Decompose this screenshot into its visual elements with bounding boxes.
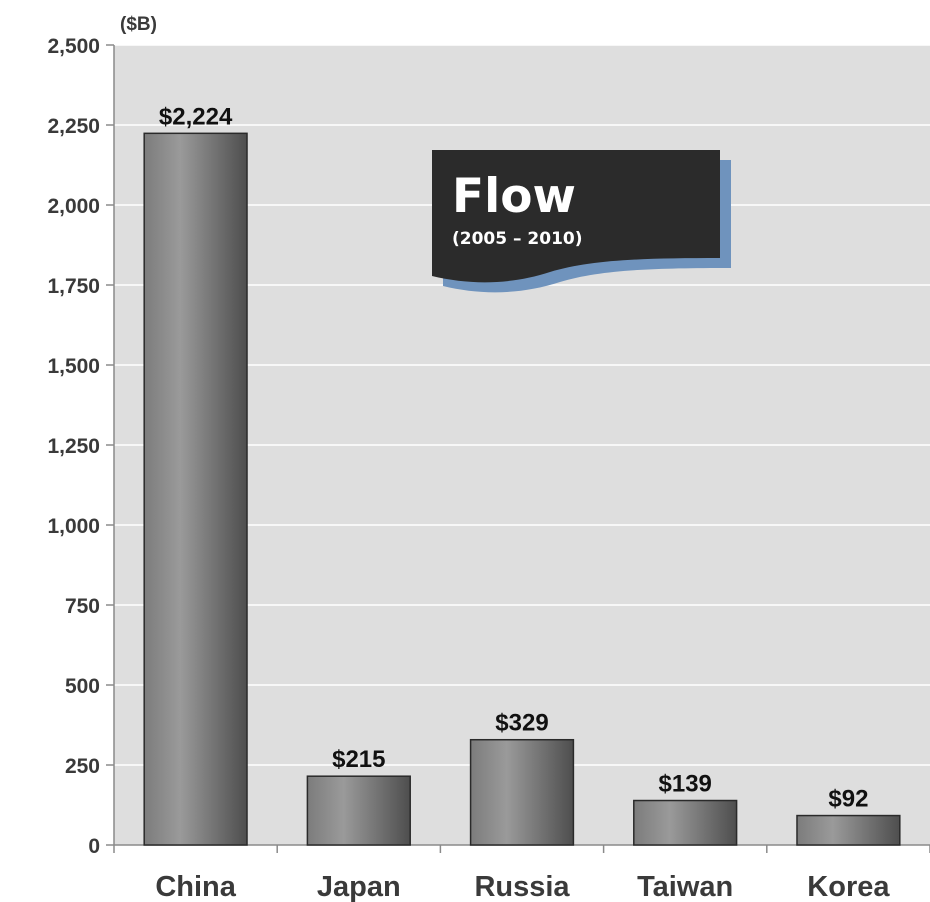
category-label-russia: Russia — [474, 871, 570, 902]
y-tick-label: 1,750 — [47, 275, 100, 298]
flow-annotation-banner: Flow (2005 – 2010) — [432, 150, 731, 293]
category-labels: China Japan Russia Taiwan Korea — [155, 871, 890, 902]
y-tick-label: 500 — [65, 675, 100, 698]
y-tick-label: 1,250 — [47, 435, 100, 458]
data-label-korea: $92 — [828, 786, 868, 813]
category-label-japan: Japan — [317, 871, 401, 902]
y-tick-label: 1,000 — [47, 515, 100, 538]
bar-taiwan — [633, 799, 738, 846]
banner-title: Flow — [452, 169, 576, 224]
data-label-japan: $215 — [332, 746, 385, 773]
data-labels: $2,224 $215 $329 $139 $92 — [159, 103, 869, 812]
data-label-russia: $329 — [495, 710, 548, 737]
y-tick-label: 750 — [65, 595, 100, 618]
bars — [143, 132, 901, 846]
bar-russia — [469, 738, 575, 846]
category-label-china: China — [155, 871, 236, 902]
bar-korea — [796, 814, 901, 846]
category-label-taiwan: Taiwan — [637, 871, 733, 902]
data-label-taiwan: $139 — [659, 771, 712, 798]
bar-china — [143, 132, 248, 846]
y-tick-label: 0 — [88, 835, 100, 858]
category-label-korea: Korea — [807, 871, 890, 902]
y-tick-label: 2,500 — [47, 35, 100, 58]
y-tick-label: 2,000 — [47, 195, 100, 218]
bar-japan — [306, 775, 411, 846]
y-tick-label: 250 — [65, 755, 100, 778]
banner-subtitle: (2005 – 2010) — [452, 229, 583, 249]
x-axis-ticks — [113, 845, 930, 853]
y-tick-label: 2,250 — [47, 115, 100, 138]
unit-label: ($B) — [120, 14, 157, 35]
banner-body — [432, 150, 720, 283]
y-tick-label: 1,500 — [47, 355, 100, 378]
y-axis-ticks: 0 250 500 750 1,000 1,250 1,500 1,750 2,000 2,250… — [47, 35, 114, 858]
data-label-china: $2,224 — [159, 103, 233, 130]
gridlines — [114, 44, 930, 766]
